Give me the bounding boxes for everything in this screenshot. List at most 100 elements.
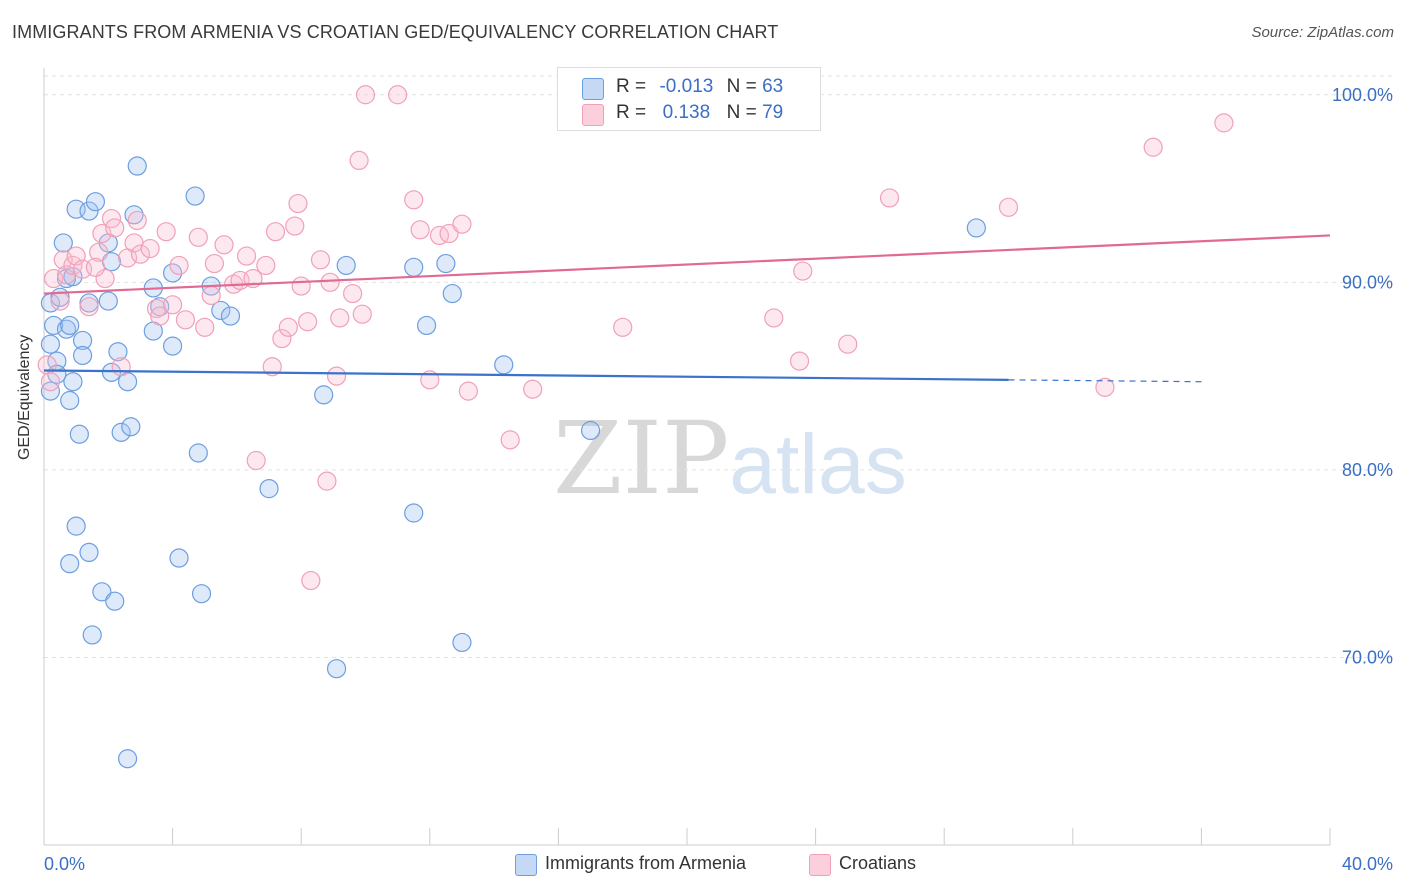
croatians-point <box>355 85 376 105</box>
croatians-point <box>838 334 858 354</box>
armenia-point <box>108 342 128 362</box>
croatians-point <box>291 276 311 296</box>
croatians-point <box>105 218 125 238</box>
armenia-point <box>101 362 122 382</box>
croatians-point <box>330 308 350 328</box>
croatians-point <box>188 227 208 247</box>
armenia-point <box>69 424 89 444</box>
croatians-point <box>998 197 1019 217</box>
croatians-legend-swatch-icon <box>809 854 831 876</box>
armenia-point <box>966 218 986 238</box>
croatians-point <box>343 283 363 304</box>
armenia-n-value: 63 <box>762 76 784 97</box>
croatians-point <box>1143 137 1163 157</box>
y-tick-label: 100.0% <box>1332 85 1393 105</box>
croatians-point <box>175 310 196 330</box>
croatians-point <box>140 238 160 259</box>
croatians-point <box>429 225 450 246</box>
x-tick-label: 0.0% <box>44 854 85 874</box>
croatians-point <box>500 430 520 450</box>
armenia-point <box>82 625 102 645</box>
armenia-point <box>79 542 99 563</box>
croatians-trend-line <box>43 234 1331 295</box>
croatians-point <box>89 242 109 262</box>
armenia-point <box>163 336 183 356</box>
armenia-point <box>436 253 456 274</box>
croatians-point <box>40 372 61 392</box>
armenia-point <box>163 263 183 283</box>
armenia-point <box>44 315 64 336</box>
croatians-point <box>793 261 813 281</box>
armenia-point <box>124 205 144 225</box>
x-tick-label: 40.0% <box>1342 854 1393 874</box>
croatians-point <box>195 317 215 337</box>
stats-legend: R = -0.013 N = 63 R = 0.138 N = 79 <box>557 67 821 131</box>
croatians-point <box>163 295 183 315</box>
croatians-point <box>214 235 234 255</box>
armenia-point <box>105 591 125 611</box>
armenia-swatch-icon <box>582 78 604 100</box>
watermark: ZIPatlas <box>553 400 907 517</box>
armenia-point <box>404 257 424 277</box>
croatians-point <box>879 188 900 208</box>
croatians-point <box>288 193 308 214</box>
armenia-point <box>191 584 212 604</box>
armenia-point <box>580 420 601 441</box>
armenia-point <box>127 156 147 176</box>
source-label: Source: ZipAtlas.com <box>1251 24 1394 41</box>
croatians-point <box>265 222 286 242</box>
y-tick-label: 70.0% <box>1342 647 1393 667</box>
armenia-point <box>92 582 112 602</box>
croatians-point <box>85 257 106 277</box>
croatians-point <box>156 222 176 242</box>
armenia-point <box>211 300 231 321</box>
croatians-point <box>127 210 147 231</box>
armenia-point <box>60 315 80 336</box>
armenia-point <box>63 372 83 392</box>
armenia-r-label: R = <box>616 76 647 97</box>
armenia-legend-swatch-icon <box>515 854 537 876</box>
armenia-point <box>72 330 93 351</box>
croatians-point <box>458 381 478 401</box>
croatians-point <box>317 471 337 491</box>
y-tick-label: 90.0% <box>1342 272 1393 292</box>
croatians-n-label: N = <box>726 102 757 123</box>
armenia-point <box>56 319 77 339</box>
croatians-swatch-icon <box>582 104 604 126</box>
armenia-point <box>220 306 241 326</box>
armenia-point <box>188 443 208 463</box>
croatians-point <box>301 570 321 591</box>
croatians-point <box>111 357 131 377</box>
croatians-point <box>326 366 347 386</box>
croatians-point <box>44 268 64 289</box>
croatians-point <box>789 351 810 371</box>
armenia-point <box>111 422 131 442</box>
armenia-point <box>117 749 138 769</box>
croatians-r-value: 0.138 <box>662 102 711 123</box>
croatians-point <box>764 308 784 328</box>
croatians-point <box>204 253 224 274</box>
croatians-point <box>285 216 305 236</box>
armenia-point <box>169 548 189 568</box>
armenia-point <box>60 554 80 574</box>
armenia-stats-text: R = -0.013 N = 63 <box>616 76 783 98</box>
croatians-point <box>150 306 170 326</box>
croatians-point <box>262 357 282 377</box>
croatians-point <box>439 223 459 244</box>
armenia-point <box>259 479 279 499</box>
armenia-point <box>66 516 86 536</box>
croatians-point <box>246 450 266 471</box>
armenia-point <box>85 192 106 212</box>
armenia-point <box>404 503 424 523</box>
armenia-point <box>336 255 356 276</box>
armenia-point <box>314 385 334 405</box>
croatians-stats-text: R = 0.138 N = 79 <box>616 102 783 124</box>
croatians-point <box>523 379 543 399</box>
croatians-point <box>236 246 257 266</box>
croatians-point <box>201 285 221 306</box>
croatians-point <box>298 312 318 332</box>
armenia-point <box>40 334 61 354</box>
croatians-point <box>130 244 151 264</box>
croatians-point <box>278 317 298 337</box>
